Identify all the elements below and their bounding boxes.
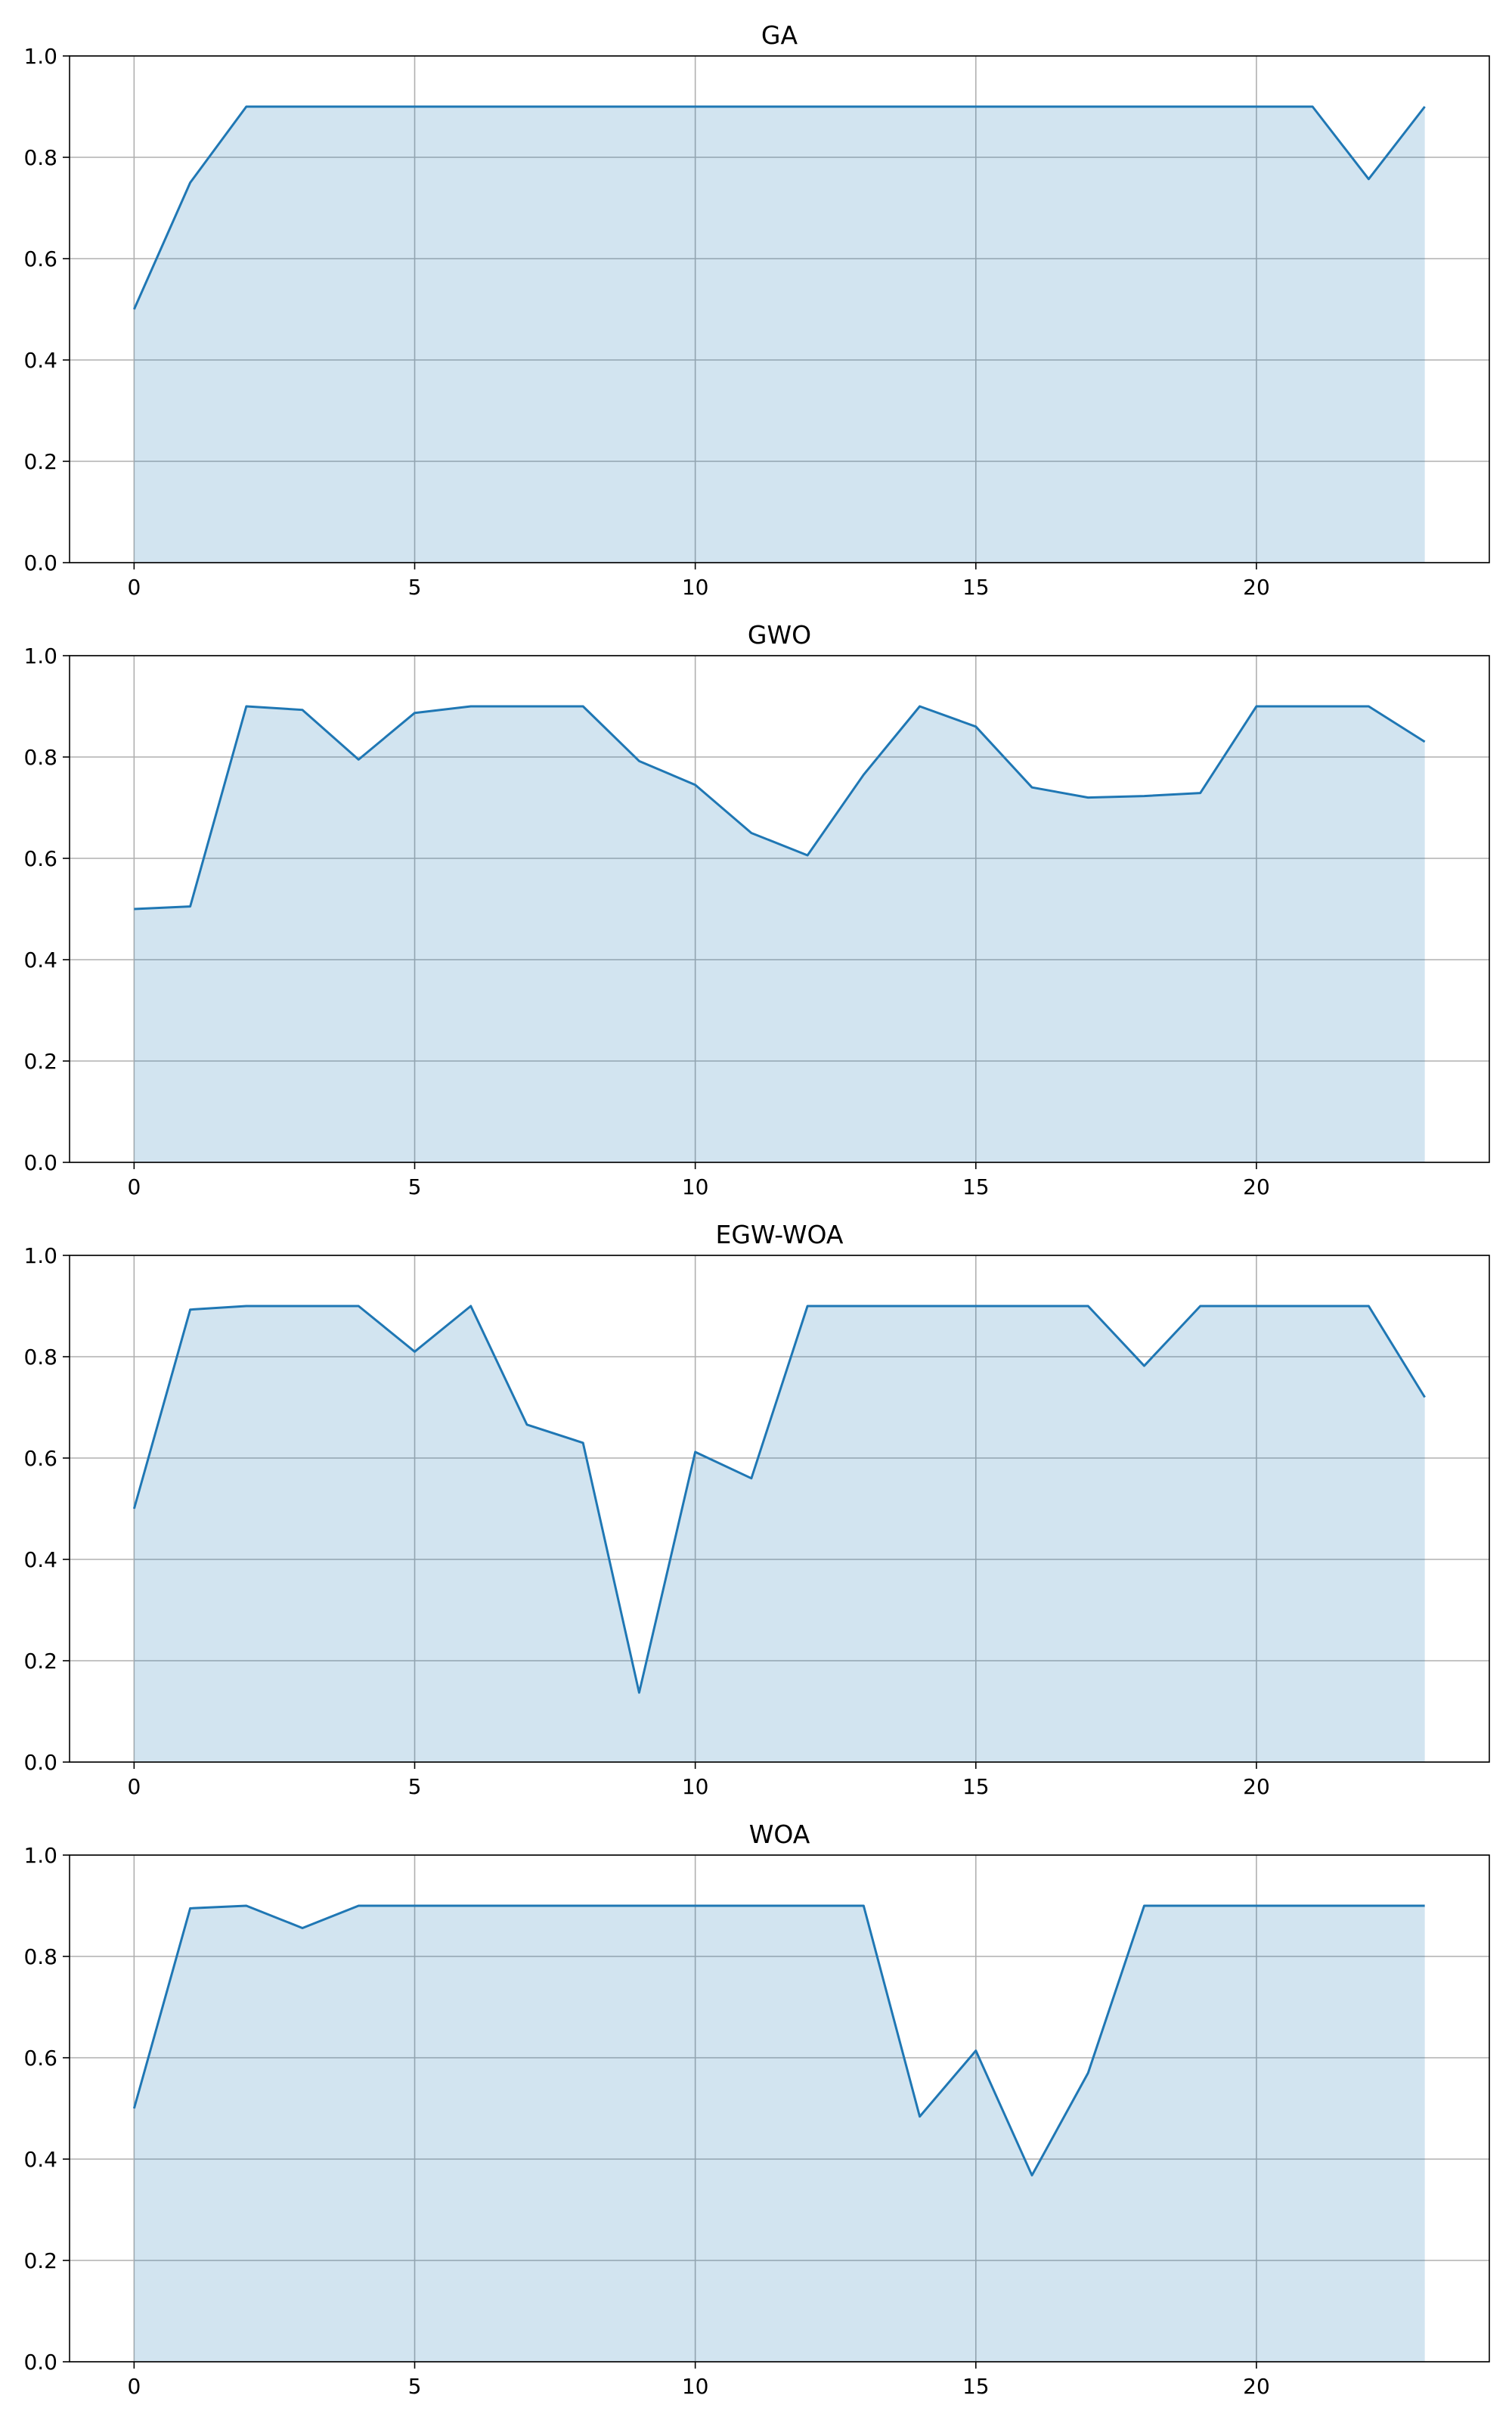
x-tick-label: 5 xyxy=(408,1774,422,1799)
y-tick-label: 0.0 xyxy=(23,2350,57,2375)
axes-frame xyxy=(69,55,1490,563)
series-area-fill xyxy=(134,1306,1425,1762)
y-tick-label: 1.0 xyxy=(23,1243,57,1268)
y-tick-label: 0.4 xyxy=(23,2147,57,2172)
x-tick-label: 15 xyxy=(962,2374,990,2399)
y-tick-label: 0.2 xyxy=(23,1649,57,1674)
y-tick-label: 0.2 xyxy=(23,2248,57,2273)
panel-gwo: 0 5 10 15 20 0.0 0.2 0.4 0.6 0.8 1.0 GWO xyxy=(23,620,1490,1199)
y-tick-label: 0.0 xyxy=(23,1750,57,1775)
series-area-fill xyxy=(134,1906,1425,2362)
x-tick-label: 15 xyxy=(962,1174,990,1199)
series-line xyxy=(132,105,1426,310)
y-tick-label: 0.8 xyxy=(23,1944,57,1969)
y-tick-label: 0.0 xyxy=(23,1150,57,1175)
x-tick-label: 0 xyxy=(127,1774,141,1799)
y-tick-label: 0.6 xyxy=(23,247,57,271)
series-line xyxy=(132,1904,1425,2176)
axes-frame xyxy=(69,655,1490,1163)
series-area-fill xyxy=(134,107,1425,563)
y-tick-label: 0.0 xyxy=(23,551,57,576)
x-tick-label: 10 xyxy=(682,575,709,600)
y-tick-label: 0.8 xyxy=(23,145,57,170)
x-tick-label: 20 xyxy=(1243,575,1270,600)
x-tick-label: 0 xyxy=(127,2374,141,2399)
panel-title: GA xyxy=(761,20,798,50)
x-tick-label: 20 xyxy=(1243,1774,1270,1799)
x-tick-label: 5 xyxy=(408,2374,422,2399)
y-tick-label: 0.8 xyxy=(23,1345,57,1370)
y-tick-label: 0.4 xyxy=(23,1547,57,1572)
x-tick-label: 10 xyxy=(682,2374,709,2399)
panel-title: WOA xyxy=(749,1820,810,1849)
x-tick-label: 0 xyxy=(127,1174,141,1199)
y-tick-label: 0.2 xyxy=(23,449,57,474)
y-tick-label: 0.6 xyxy=(23,2046,57,2071)
axes-frame xyxy=(69,1854,1490,2363)
x-tick-label: 5 xyxy=(408,575,422,600)
y-tick-label: 0.8 xyxy=(23,745,57,770)
panel-title: EGW-WOA xyxy=(716,1220,844,1249)
x-tick-label: 10 xyxy=(682,1174,709,1199)
y-tick-label: 0.4 xyxy=(23,348,57,373)
x-tick-label: 10 xyxy=(682,1774,709,1799)
y-tick-label: 0.6 xyxy=(23,1446,57,1471)
y-tick-label: 1.0 xyxy=(23,1843,57,1868)
y-tick-label: 0.2 xyxy=(23,1049,57,1074)
y-tick-label: 1.0 xyxy=(23,644,57,669)
series-area-fill xyxy=(134,706,1425,1162)
x-tick-label: 15 xyxy=(962,575,990,600)
x-tick-label: 5 xyxy=(408,1174,422,1199)
x-tick-label: 20 xyxy=(1243,1174,1270,1199)
panel-ga: 0 5 10 15 20 0.0 0.2 0.4 0.6 0.8 1.0 GA xyxy=(23,20,1490,600)
panel-title: GWO xyxy=(748,620,811,650)
x-tick-label: 20 xyxy=(1243,2374,1270,2399)
axes-frame xyxy=(69,1255,1490,1763)
panel-egw-woa: 0 5 10 15 20 0.0 0.2 0.4 0.6 0.8 1.0 EGW-WOA xyxy=(23,1220,1490,1799)
panel-woa: 0 5 10 15 20 0.0 0.2 0.4 0.6 0.8 1.0 WOA xyxy=(23,1820,1490,2399)
y-tick-label: 0.4 xyxy=(23,948,57,973)
x-tick-label: 15 xyxy=(962,1774,990,1799)
series-line xyxy=(132,1305,1426,1694)
y-tick-label: 0.6 xyxy=(23,846,57,871)
series-line xyxy=(134,705,1426,911)
y-tick-label: 1.0 xyxy=(23,44,57,69)
x-tick-label: 0 xyxy=(127,575,141,600)
